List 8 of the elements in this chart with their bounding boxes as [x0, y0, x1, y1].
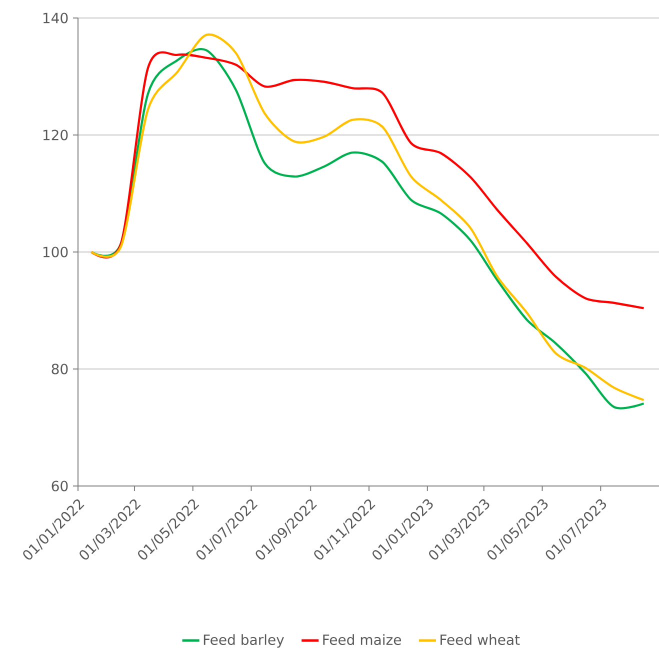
legend-label: Feed maize — [323, 634, 402, 646]
y-tick-label: 100 — [43, 246, 68, 258]
y-tick-label: 140 — [43, 12, 68, 24]
y-tick-label: 80 — [52, 364, 68, 374]
y-tick-label: 60 — [52, 480, 68, 492]
y-tick-label: 120 — [43, 130, 68, 140]
legend-label: Feed barley — [204, 634, 284, 648]
legend-label: Feed wheat — [440, 634, 520, 646]
